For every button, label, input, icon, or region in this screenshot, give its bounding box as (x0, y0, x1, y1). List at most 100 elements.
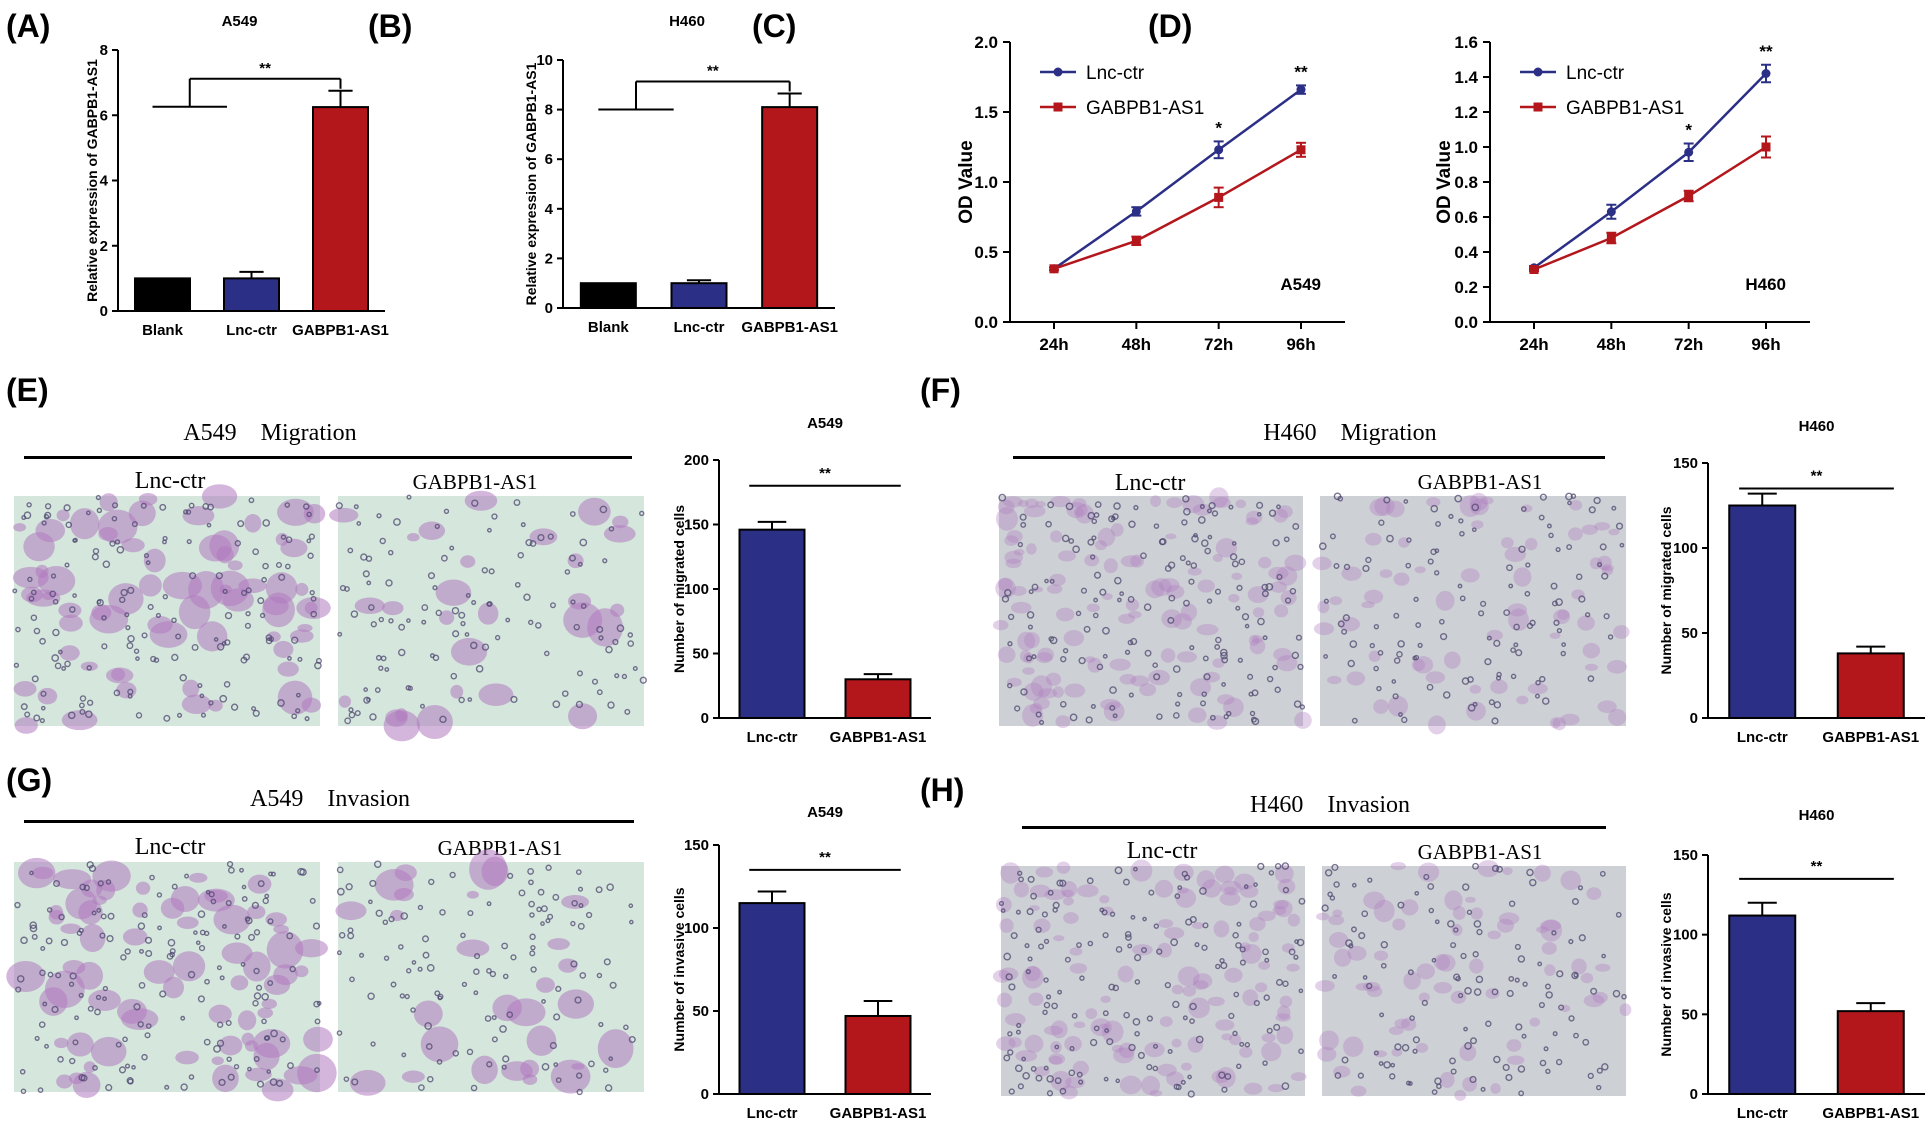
stained-cell (1166, 497, 1183, 508)
stained-cell (1035, 866, 1054, 878)
membrane-pore (1223, 713, 1229, 720)
membrane-pore (518, 889, 526, 897)
membrane-pore (156, 892, 163, 898)
membrane-pore (1412, 1048, 1418, 1054)
membrane-pore (1071, 1012, 1078, 1019)
membrane-pore (1508, 975, 1515, 982)
membrane-pore (45, 937, 53, 945)
membrane-pore (47, 971, 54, 978)
significance-marker: * (1685, 121, 1692, 140)
membrane-pore (616, 624, 625, 633)
stained-cell (1391, 1048, 1403, 1057)
stained-cell (1487, 930, 1501, 940)
membrane-pore (1367, 877, 1373, 883)
membrane-pore (307, 552, 314, 559)
membrane-pore (270, 871, 276, 877)
membrane-pore (1272, 539, 1280, 547)
membrane-pore (124, 1063, 131, 1069)
stained-cell (56, 1074, 73, 1089)
cell-line-annotation: H460 (1745, 275, 1786, 294)
stained-cell (1416, 1042, 1429, 1053)
membrane-pore (1539, 675, 1546, 683)
membrane-pore (169, 948, 176, 955)
stained-cell (1513, 567, 1532, 587)
membrane-pore (1207, 534, 1213, 540)
stained-cell (188, 571, 225, 609)
stained-cell (170, 885, 200, 912)
membrane-pore (216, 965, 222, 971)
stained-cell (135, 881, 151, 895)
stained-cell (1267, 1084, 1285, 1093)
data-point (1606, 233, 1616, 243)
membrane-pore (1529, 878, 1537, 887)
stained-cell (997, 499, 1015, 515)
membrane-pore (251, 706, 257, 712)
membrane-pore (1362, 564, 1370, 573)
membrane-pore (159, 990, 167, 998)
stained-cell (1365, 532, 1382, 546)
membrane-pore (244, 622, 252, 629)
membrane-pore (367, 992, 375, 1000)
membrane-pore (1264, 957, 1270, 963)
membrane-pore (1517, 1065, 1526, 1073)
membrane-pore (426, 964, 435, 972)
y-tick-label: 50 (692, 1003, 709, 1020)
membrane-pore (491, 1036, 498, 1043)
panel-g-header-rule (24, 820, 634, 823)
stained-cell (1052, 686, 1064, 698)
stained-cell (1613, 625, 1630, 639)
membrane-pore (309, 589, 315, 596)
membrane-pore (405, 685, 412, 691)
membrane-pore (1447, 920, 1455, 928)
micrograph-h-gabpb1-as1 (1315, 860, 1632, 1101)
membrane-pore (350, 610, 359, 618)
membrane-pore (244, 916, 251, 922)
membrane-pore (1257, 862, 1265, 871)
membrane-pore (1038, 719, 1045, 725)
stained-cell (536, 977, 555, 993)
membrane-pore (1080, 587, 1088, 594)
membrane-pore (63, 504, 71, 512)
membrane-pore (1345, 939, 1353, 947)
membrane-pore (259, 612, 266, 619)
stained-cell (1044, 889, 1066, 901)
membrane-pore (1087, 538, 1095, 546)
membrane-pore (1187, 1074, 1192, 1080)
membrane-pore (1089, 1038, 1098, 1047)
membrane-pore (1177, 885, 1183, 891)
membrane-pore (1076, 942, 1082, 948)
membrane-pore (575, 869, 582, 876)
membrane-pore (185, 509, 192, 515)
stained-cell (1003, 496, 1023, 508)
stained-cell (578, 497, 611, 526)
membrane-pore (1514, 977, 1520, 983)
stained-cell (1215, 1019, 1235, 1031)
membrane-pore (1274, 863, 1282, 870)
membrane-pore (1396, 651, 1403, 658)
membrane-pore (1127, 943, 1133, 949)
membrane-pore (1220, 651, 1228, 660)
membrane-pore (1332, 974, 1338, 979)
x-tick-label: 72h (1674, 335, 1703, 354)
membrane-pore (20, 1088, 27, 1095)
membrane-pore (1028, 589, 1034, 595)
membrane-pore (101, 615, 107, 621)
stained-cell (1101, 1020, 1124, 1044)
membrane-pore (252, 548, 259, 556)
stained-cell (176, 916, 199, 929)
stained-cell (1231, 572, 1243, 581)
membrane-pore (39, 718, 45, 724)
membrane-pore (1417, 642, 1423, 648)
membrane-pore (135, 712, 143, 719)
micrograph-image (1315, 860, 1632, 1101)
membrane-pore (379, 537, 386, 545)
membrane-pore (310, 610, 318, 618)
membrane-pore (1457, 583, 1463, 589)
membrane-pore (510, 695, 518, 704)
membrane-pore (1250, 716, 1257, 723)
membrane-pore (1085, 716, 1093, 724)
membrane-pore (1496, 865, 1503, 873)
chart-title: A549 (222, 13, 258, 30)
x-tick-label: 48h (1122, 335, 1151, 354)
membrane-pore (64, 562, 70, 568)
